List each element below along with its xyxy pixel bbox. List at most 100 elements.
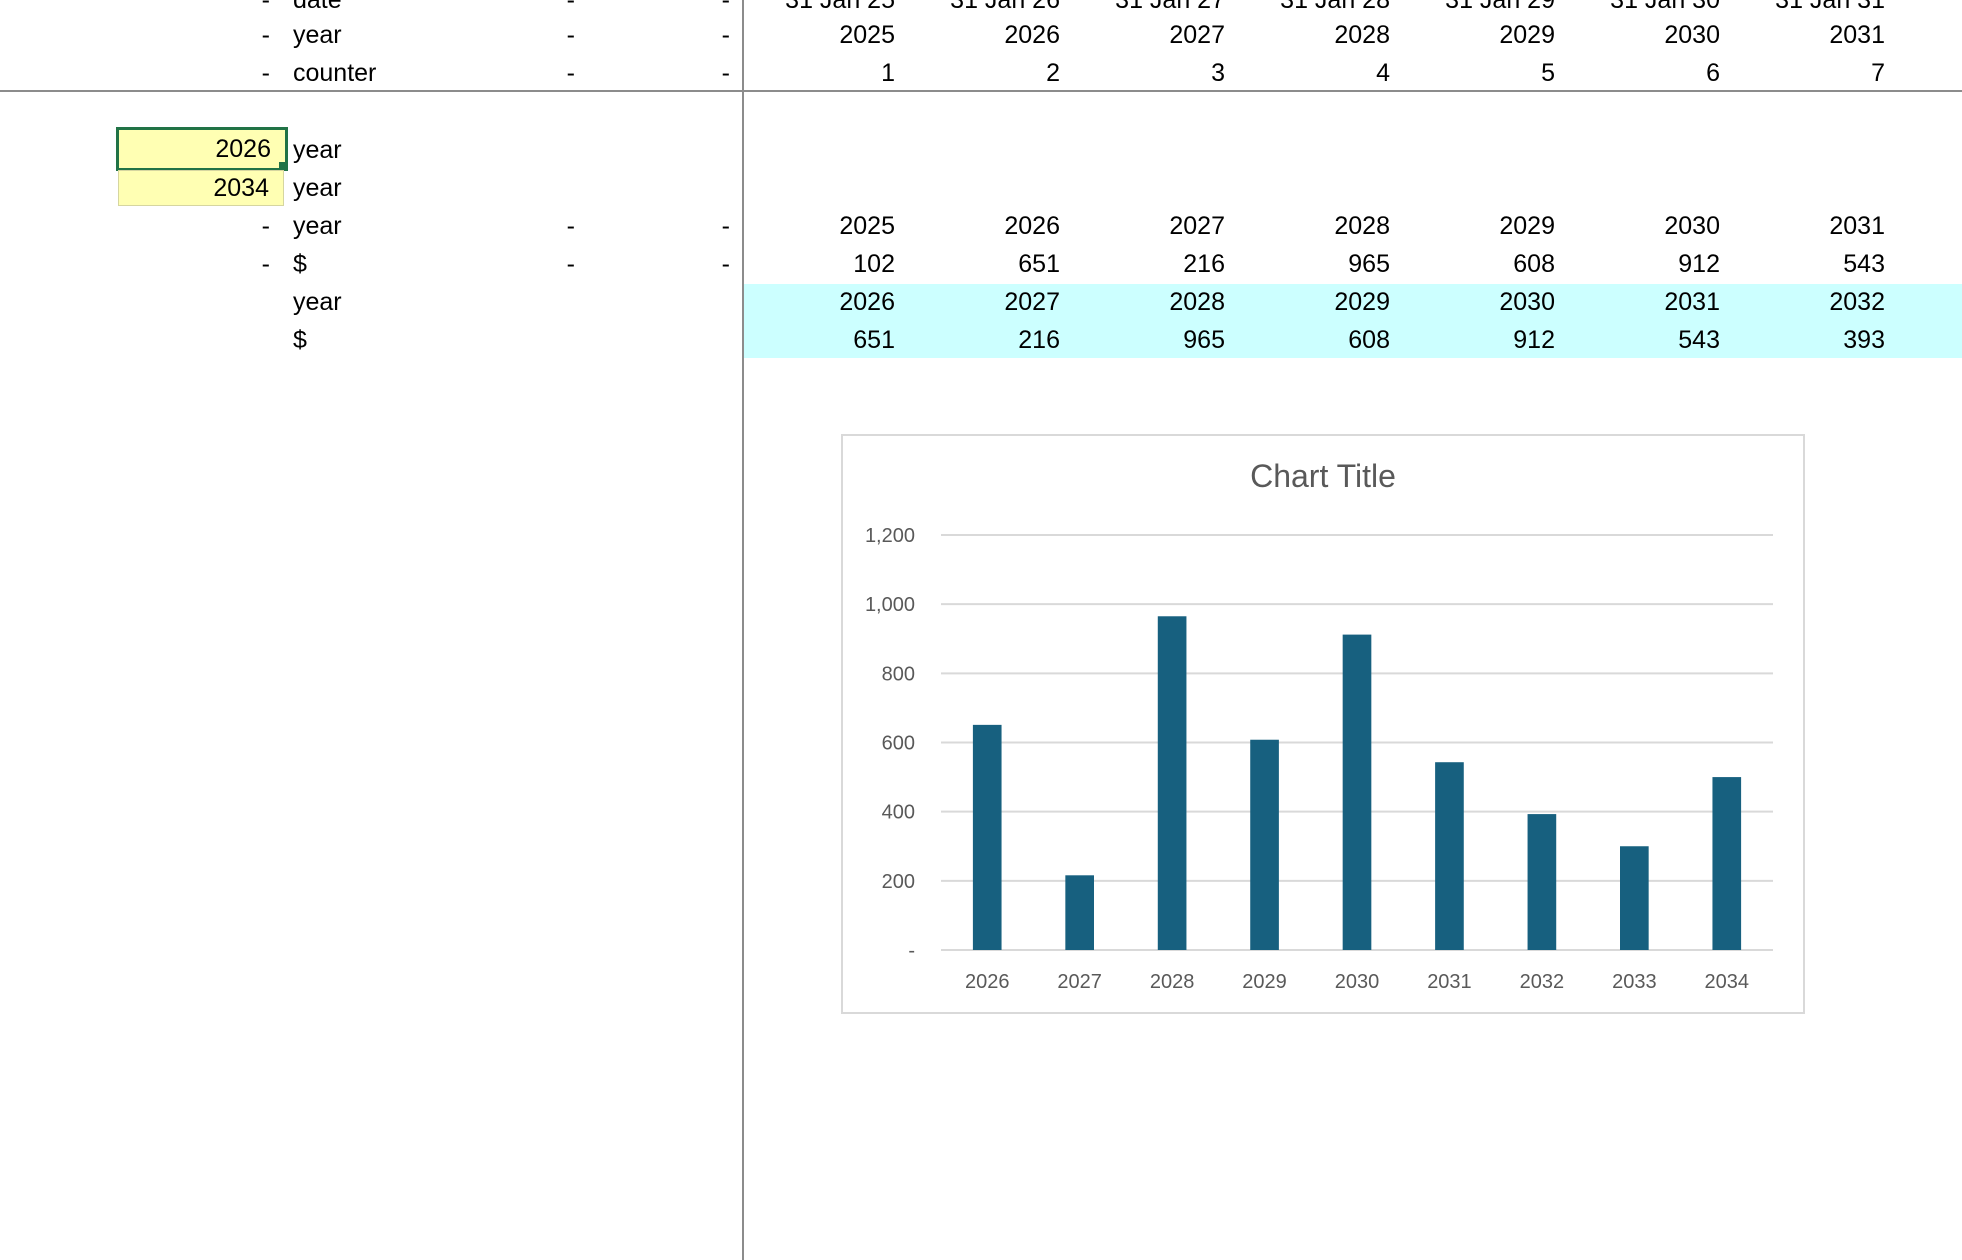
data-amount-cell[interactable]: 543 [1843, 250, 1885, 278]
shifted-year-cell[interactable]: 2026 [839, 288, 895, 316]
counter-label: counter [293, 59, 377, 87]
data-amount-cell[interactable]: 965 [1348, 250, 1390, 278]
column-divider [742, 0, 744, 1260]
date-cell[interactable]: 31 Jan 27 [1115, 0, 1225, 14]
year-cell[interactable]: 2030 [1664, 21, 1720, 49]
date-label: date [293, 0, 342, 14]
shifted-year-cell[interactable]: 2030 [1499, 288, 1555, 316]
data-year-cell[interactable]: 2029 [1499, 212, 1555, 240]
counter-dash-b: - [566, 59, 575, 87]
chart-plot: - 200 400 600 800 1,000 1,200 2026 2027 2028 2029 2… [865, 525, 1773, 993]
shifted-amount-cell[interactable]: 651 [853, 326, 895, 354]
counter-cell[interactable]: 7 [1871, 59, 1885, 87]
data-amount-cell[interactable]: 651 [1018, 250, 1060, 278]
year-cell[interactable]: 2031 [1829, 21, 1885, 49]
data-year-label: year [293, 212, 342, 240]
year-dash-b: - [566, 21, 575, 49]
x-tick-label: 2027 [1057, 971, 1102, 993]
bar-2028[interactable] [1157, 616, 1187, 950]
chart-title[interactable]: Chart Title [1250, 458, 1396, 494]
bar-2029[interactable] [1250, 739, 1279, 950]
data-amount-cell[interactable]: 608 [1513, 250, 1555, 278]
bar-2032[interactable] [1527, 814, 1557, 950]
start-year-unit: year [293, 136, 342, 164]
shifted-amount-cell[interactable]: 608 [1348, 326, 1390, 354]
counter-cell[interactable]: 6 [1706, 59, 1720, 87]
date-cell[interactable]: 31 Jan 29 [1445, 0, 1555, 14]
data-amount-dash-a: - [261, 250, 270, 278]
data-amount-dash-c: - [721, 250, 730, 278]
shifted-amount-cell[interactable]: 216 [1018, 326, 1060, 354]
start-year-input-cell[interactable]: 2026 [116, 127, 288, 171]
year-cell[interactable]: 2025 [839, 21, 895, 49]
date-cell[interactable]: 31 Jan 25 [785, 0, 895, 14]
date-cell[interactable]: 31 Jan 31 [1775, 0, 1885, 14]
counter-dash-c: - [721, 59, 730, 87]
y-tick-label: - [908, 940, 915, 962]
data-year-cell[interactable]: 2026 [1004, 212, 1060, 240]
bar-2033[interactable] [1620, 846, 1649, 950]
data-amount-cell[interactable]: 102 [853, 250, 895, 278]
start-year-value: 2026 [215, 135, 271, 163]
x-tick-label: 2034 [1705, 971, 1750, 993]
year-dash-a: - [261, 21, 270, 49]
year-cell[interactable]: 2027 [1169, 21, 1225, 49]
bar-2030[interactable] [1342, 634, 1372, 950]
bar-chart[interactable]: Chart Title - 200 400 600 800 1,000 1,200 2026 2… [841, 434, 1805, 1014]
data-year-cell[interactable]: 2025 [839, 212, 895, 240]
counter-cell[interactable]: 1 [881, 59, 895, 87]
shifted-amount-cell[interactable]: 393 [1843, 326, 1885, 354]
data-year-dash-a: - [261, 212, 270, 240]
shifted-amount-cell[interactable]: 543 [1678, 326, 1720, 354]
bar-2031[interactable] [1435, 762, 1464, 950]
date-dash-a: - [261, 0, 270, 14]
x-tick-label: 2032 [1520, 971, 1565, 993]
shifted-year-label: year [293, 288, 342, 316]
x-tick-label: 2033 [1612, 971, 1657, 993]
y-tick-label: 1,000 [865, 594, 915, 616]
date-cell[interactable]: 31 Jan 26 [950, 0, 1060, 14]
data-amount-cell[interactable]: 912 [1678, 250, 1720, 278]
data-year-cell[interactable]: 2027 [1169, 212, 1225, 240]
data-year-cell[interactable]: 2030 [1664, 212, 1720, 240]
counter-cell[interactable]: 3 [1211, 59, 1225, 87]
y-tick-label: 600 [882, 733, 915, 755]
counter-cell[interactable]: 2 [1046, 59, 1060, 87]
year-dash-c: - [721, 21, 730, 49]
bar-2027[interactable] [1065, 875, 1094, 950]
x-tick-label: 2030 [1335, 971, 1380, 993]
x-tick-label: 2026 [965, 971, 1010, 993]
data-year-cell[interactable]: 2031 [1829, 212, 1885, 240]
shifted-amount-cell[interactable]: 965 [1183, 326, 1225, 354]
x-tick-label: 2029 [1242, 971, 1287, 993]
shifted-rows-highlight [744, 284, 1962, 358]
counter-cell[interactable]: 4 [1376, 59, 1390, 87]
data-year-cell[interactable]: 2028 [1334, 212, 1390, 240]
counter-cell[interactable]: 5 [1541, 59, 1555, 87]
shifted-amount-label: $ [293, 326, 307, 354]
header-divider [0, 90, 1962, 92]
bar-2026[interactable] [972, 724, 1002, 950]
counter-dash-a: - [261, 59, 270, 87]
shifted-year-cell[interactable]: 2028 [1169, 288, 1225, 316]
bar-2034[interactable] [1712, 777, 1742, 950]
data-amount-cell[interactable]: 216 [1183, 250, 1225, 278]
shifted-year-cell[interactable]: 2032 [1829, 288, 1885, 316]
year-cell[interactable]: 2026 [1004, 21, 1060, 49]
y-tick-label: 400 [882, 802, 915, 824]
data-amount-dash-b: - [566, 250, 575, 278]
end-year-input-cell[interactable]: 2034 [118, 170, 284, 206]
shifted-year-cell[interactable]: 2027 [1004, 288, 1060, 316]
year-cell[interactable]: 2029 [1499, 21, 1555, 49]
year-cell[interactable]: 2028 [1334, 21, 1390, 49]
date-cell[interactable]: 31 Jan 28 [1280, 0, 1390, 14]
fill-handle[interactable] [279, 162, 287, 170]
shifted-year-cell[interactable]: 2031 [1664, 288, 1720, 316]
year-label: year [293, 21, 342, 49]
shifted-amount-cell[interactable]: 912 [1513, 326, 1555, 354]
data-year-dash-c: - [721, 212, 730, 240]
date-dash-c: - [721, 0, 730, 14]
date-cell[interactable]: 31 Jan 30 [1610, 0, 1720, 14]
shifted-year-cell[interactable]: 2029 [1334, 288, 1390, 316]
date-dash-b: - [566, 0, 575, 14]
